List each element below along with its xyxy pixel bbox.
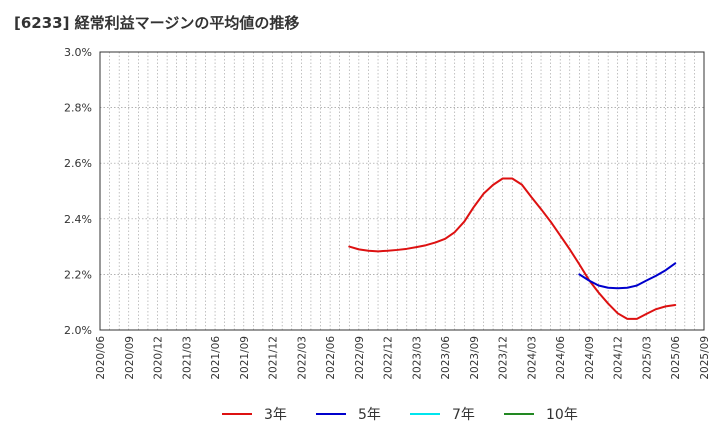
x-tick-label: 2023/06 [440,336,452,380]
x-tick-label: 2024/06 [555,336,567,380]
x-tick-label: 2021/03 [181,336,193,380]
y-axis-ticks: 2.0% 2.2% 2.4% 2.6% 2.8% 3.0% [64,46,92,337]
grid-layer [100,52,704,330]
x-tick-label: 2022/12 [383,336,395,380]
legend-label: 7年 [452,407,475,423]
y-tick-label: 2.0% [64,324,92,337]
chart-title: [6233] 経常利益マージンの平均値の推移 [14,14,300,32]
x-tick-label: 2021/09 [239,336,251,380]
y-tick-label: 2.6% [64,157,92,170]
x-tick-label: 2023/03 [411,336,423,380]
x-tick-label: 2020/06 [95,336,107,380]
legend-label: 3年 [264,407,287,423]
x-tick-label: 2020/12 [153,336,165,380]
x-tick-label: 2021/06 [210,336,222,380]
x-tick-label: 2024/03 [526,336,538,380]
plot-frame [99,51,705,331]
x-tick-label: 2024/09 [584,336,596,380]
x-tick-label: 2025/06 [670,336,682,380]
x-tick-label: 2022/03 [296,336,308,380]
x-tick-label: 2024/12 [613,336,625,380]
y-tick-label: 2.8% [64,102,92,115]
x-tick-label: 2023/12 [498,336,510,380]
legend-entry: 5年 [316,407,381,423]
legend-label: 10年 [546,407,578,423]
x-tick-label: 2022/09 [354,336,366,380]
x-tick-label: 2025/03 [641,336,653,380]
series-line-3年 [348,177,677,320]
y-tick-label: 2.2% [64,268,92,281]
series-line-5年 [578,262,677,290]
x-tick-label: 2023/09 [469,336,481,380]
x-tick-label: 2025/09 [699,336,711,380]
series-layer [348,177,677,320]
legend-entry: 3年 [222,407,287,423]
y-tick-label: 2.4% [64,213,92,226]
legend-entry: 10年 [504,407,578,423]
plot-area [100,52,704,330]
legend: 3年 5年 7年 10年 [222,407,578,423]
legend-entry: 7年 [410,407,475,423]
legend-label: 5年 [358,407,381,423]
x-tick-label: 2020/09 [124,336,136,380]
x-axis-ticks: 2020/06 2020/09 2020/12 2021/03 2021/06 2021/… [95,336,711,380]
x-tick-label: 2022/06 [325,336,337,380]
x-tick-label: 2021/12 [268,336,280,380]
y-tick-label: 3.0% [64,46,92,59]
